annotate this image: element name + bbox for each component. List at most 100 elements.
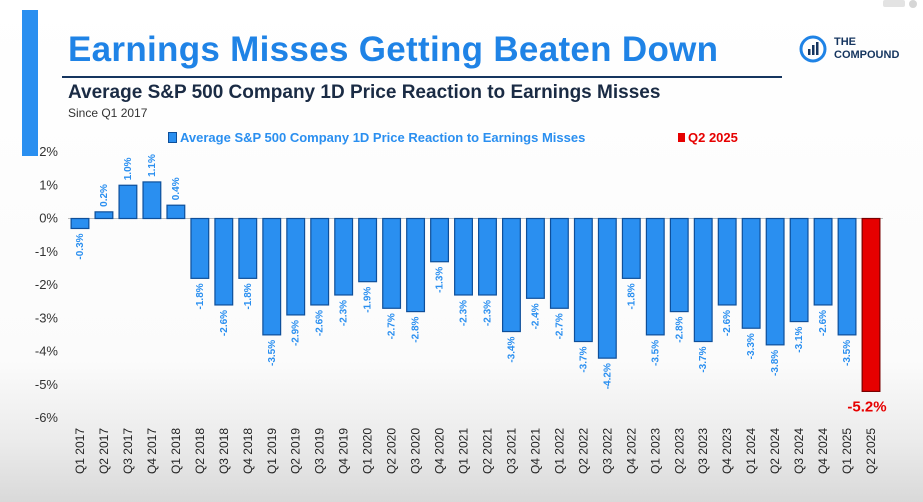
logo-line-1: THE	[834, 36, 856, 48]
x-tick-label: Q2 2025	[864, 428, 878, 474]
y-tick-label: 2%	[39, 144, 58, 159]
bar	[861, 217, 881, 392]
y-tick-label: 0%	[39, 211, 58, 226]
legend-series-label: Average S&P 500 Company 1D Price Reactio…	[180, 130, 586, 145]
chart-since-note: Since Q1 2017	[68, 106, 148, 120]
x-tick-label: Q3 2021	[504, 428, 518, 474]
bar	[334, 217, 354, 296]
title-rule	[62, 76, 782, 78]
y-tick-label: -1%	[35, 244, 59, 259]
legend-item-series: Average S&P 500 Company 1D Price Reactio…	[168, 130, 585, 145]
bar	[741, 217, 761, 329]
legend-item-highlight: Q2 2025	[678, 130, 738, 145]
bar	[406, 217, 426, 313]
bar-data-label: 0.2%	[99, 184, 110, 207]
x-tick-label: Q2 2024	[768, 428, 782, 474]
x-tick-label: Q2 2018	[193, 428, 207, 474]
bar-data-label: -1.8%	[195, 283, 206, 309]
bar-data-label: -3.5%	[650, 340, 661, 366]
bar	[597, 217, 617, 359]
bar	[286, 217, 306, 316]
bar-data-label: -2.9%	[291, 320, 302, 346]
x-tick-label: Q3 2020	[409, 428, 423, 474]
x-tick-label: Q4 2018	[241, 428, 255, 474]
bar	[765, 217, 785, 346]
bar-data-label: -3.5%	[842, 340, 853, 366]
bar	[166, 204, 186, 220]
bar-data-label: -3.3%	[746, 333, 757, 359]
chart-legend: Average S&P 500 Company 1D Price Reactio…	[168, 130, 788, 148]
bar-data-label: 1.1%	[147, 154, 158, 177]
bar	[382, 217, 402, 309]
bar	[214, 217, 234, 306]
bar-data-label: -2.7%	[387, 313, 398, 339]
x-tick-label: Q1 2019	[265, 428, 279, 474]
legend-swatch-blue	[168, 132, 177, 143]
bar	[454, 217, 473, 296]
x-tick-label: Q1 2018	[169, 428, 183, 474]
bar	[94, 211, 114, 220]
bar-data-label: -2.3%	[459, 300, 470, 326]
x-tick-label: Q2 2017	[97, 428, 111, 474]
bar	[238, 217, 258, 279]
bar	[142, 181, 162, 220]
bar	[70, 217, 90, 230]
bar-data-label: -3.1%	[794, 326, 805, 352]
x-tick-label: Q3 2019	[313, 428, 327, 474]
bar-data-label: -3.7%	[578, 346, 589, 372]
bar-data-label: -1.8%	[626, 283, 637, 309]
bar	[669, 217, 689, 313]
y-tick-label: -3%	[35, 310, 59, 325]
bar-data-label: -2.8%	[411, 316, 422, 342]
bar	[118, 184, 138, 220]
bar-data-label: -0.3%	[75, 233, 86, 259]
logo-line-2: COMPOUND	[834, 49, 900, 61]
bar	[813, 217, 833, 306]
x-tick-label: Q4 2021	[528, 428, 542, 474]
x-tick-label: Q3 2018	[217, 428, 231, 474]
x-tick-label: Q1 2022	[552, 428, 566, 474]
x-tick-label: Q4 2020	[433, 428, 447, 474]
bar-data-label: -3.7%	[698, 346, 709, 372]
y-tick-label: 1%	[39, 177, 58, 192]
bar-data-label: -3.8%	[770, 350, 781, 376]
the-compound-logo: THE COMPOUND	[798, 32, 908, 66]
x-tick-label: Q4 2019	[337, 428, 351, 474]
x-tick-label: Q1 2017	[73, 428, 87, 474]
bar-data-label: -2.3%	[339, 300, 350, 326]
bar-data-label: 0.4%	[171, 177, 182, 200]
legend-swatch-red	[678, 133, 685, 142]
bar-data-label: -1.8%	[243, 283, 254, 309]
x-tick-label: Q4 2023	[720, 428, 734, 474]
bar-data-label: -2.6%	[219, 310, 230, 336]
bar-data-label: -5.2%	[847, 398, 886, 415]
x-tick-label: Q2 2020	[385, 428, 399, 474]
bar-data-label: -2.6%	[818, 310, 829, 336]
bar	[621, 217, 641, 279]
bar	[430, 217, 450, 263]
x-tick-label: Q3 2022	[600, 428, 614, 474]
x-tick-label: Q1 2021	[457, 428, 471, 474]
y-tick-label: -4%	[35, 344, 59, 359]
bar	[789, 217, 809, 323]
bar	[478, 217, 497, 296]
bar	[262, 217, 282, 336]
x-tick-label: Q4 2024	[816, 428, 830, 474]
bar-data-label: -1.3%	[435, 267, 446, 293]
bar-data-label: 1.0%	[123, 157, 134, 180]
bar	[837, 217, 857, 336]
bar	[501, 217, 521, 333]
x-tick-label: Q3 2024	[792, 428, 806, 474]
x-tick-label: Q1 2024	[744, 428, 758, 474]
bar-data-label: -3.4%	[506, 336, 517, 362]
bar-data-label: -2.3%	[482, 300, 493, 326]
legend-highlight-label: Q2 2025	[688, 130, 738, 145]
y-tick-label: -6%	[35, 410, 59, 425]
bar	[693, 217, 713, 343]
x-tick-label: Q1 2025	[840, 428, 854, 474]
x-tick-label: Q1 2023	[648, 428, 662, 474]
x-tick-label: Q3 2023	[696, 428, 710, 474]
chart-title: Earnings Misses Getting Beaten Down	[68, 30, 719, 69]
y-tick-label: -5%	[35, 377, 59, 392]
bar-data-label: -3.5%	[267, 340, 278, 366]
